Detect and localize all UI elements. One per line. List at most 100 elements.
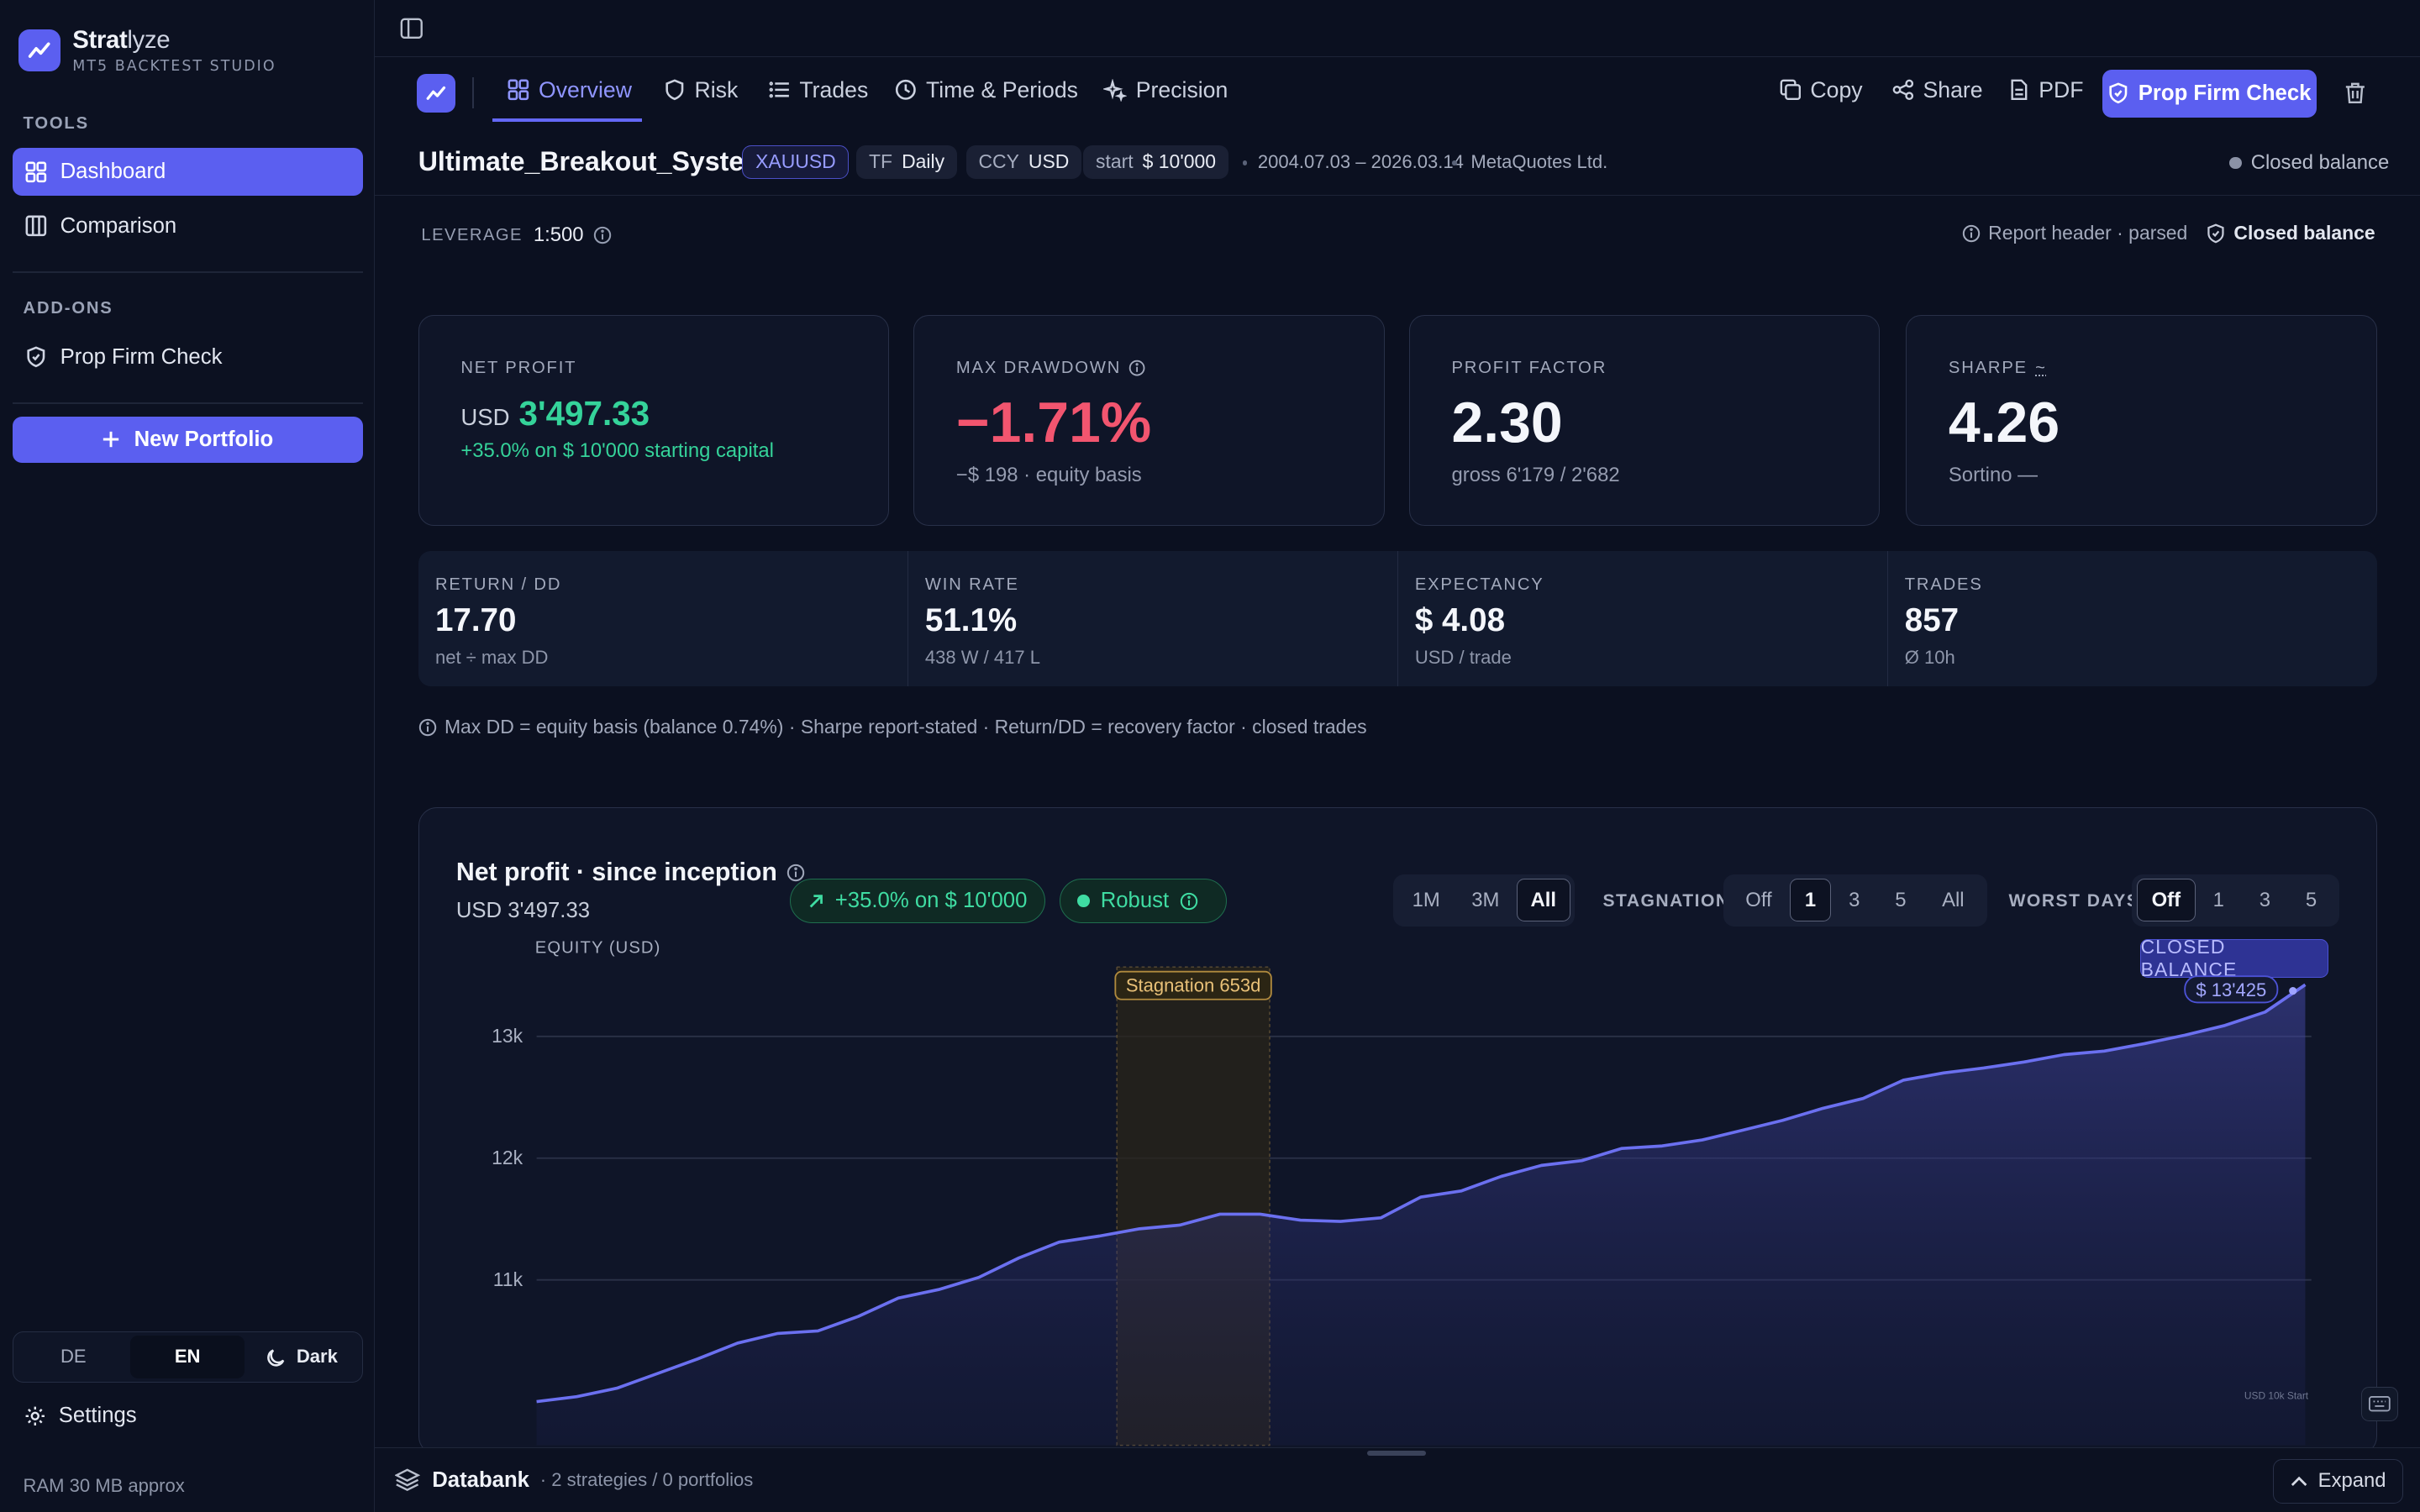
share-label: Share (1923, 76, 1983, 102)
profit-factor-value: 2.30 (1451, 390, 1563, 454)
chart-title: Net profit · since inception (456, 858, 805, 887)
worst-days-selector: Off 1 3 5 (2132, 874, 2339, 927)
stat-value: 17.70 (434, 602, 517, 639)
stat-value: 51.1% (924, 602, 1018, 639)
topbar (375, 0, 2420, 57)
currency-badge: CCY USD (965, 144, 1082, 180)
tab-label: Trades (799, 76, 869, 102)
tab-risk[interactable]: Risk (664, 77, 738, 103)
max-drawdown-value: −1.71% (955, 390, 1152, 454)
worst-1[interactable]: 1 (2212, 888, 2224, 911)
shield-check-icon (2109, 82, 2128, 104)
stagnation-1[interactable]: 1 (1789, 879, 1832, 922)
worst-off[interactable]: Off (2136, 879, 2196, 922)
divider (12, 402, 363, 405)
file-icon (2011, 80, 2028, 101)
end-value-text: $ 13'425 (2196, 979, 2266, 1000)
brand-subtitle: MT5 BACKTEST STUDIO (72, 57, 276, 75)
copy-label: Copy (1810, 76, 1863, 102)
sidebar-item-prop-firm-check[interactable]: Prop Firm Check (13, 333, 363, 381)
stat-sub: 438 W / 417 L (924, 647, 1041, 669)
copy-button[interactable]: Copy (1780, 77, 1863, 103)
symbol-badge: XAUUSD (742, 144, 850, 180)
layers-icon (395, 1468, 420, 1492)
stagnation-5[interactable]: 5 (1895, 888, 1907, 911)
footnote-text: Max DD = equity basis (balance 0.74%) · … (444, 716, 1367, 738)
sidebar: Stratlyze MT5 BACKTEST STUDIO TOOLS Dash… (0, 0, 376, 1512)
theme-toggle-button[interactable]: Dark (245, 1336, 359, 1378)
language-theme-switch: DE EN Dark (12, 1331, 363, 1383)
leverage-info: LEVERAGE 1:500 (421, 223, 611, 247)
status-dot (2229, 156, 2242, 170)
sidebar-item-comparison[interactable]: Comparison (13, 202, 363, 250)
moon-icon (266, 1347, 287, 1368)
prop-firm-check-button[interactable]: Prop Firm Check (2102, 69, 2317, 118)
resize-handle[interactable] (1367, 1451, 1427, 1456)
expand-button[interactable]: Expand (2273, 1458, 2403, 1504)
equity-chart: EQUITY (USD) 13k 12k 11k Stagnation 653d $… (492, 938, 2312, 1446)
tab-precision[interactable]: Precision (1103, 77, 1228, 103)
databank-header[interactable]: Databank · 2 strategies / 0 portfolios (395, 1468, 753, 1493)
worst-3[interactable]: 3 (2259, 888, 2271, 911)
y-tick-label: 11k (493, 1268, 523, 1290)
databank-title: Databank (432, 1467, 529, 1492)
new-portfolio-label: New Portfolio (134, 427, 274, 451)
pdf-button[interactable]: PDF (2009, 77, 2084, 103)
info-icon (1962, 224, 1981, 243)
lang-de-button[interactable]: DE (60, 1346, 87, 1368)
brand[interactable]: Stratlyze MT5 BACKTEST STUDIO (18, 26, 276, 75)
approx-mark: ~ (2035, 359, 2047, 378)
range-1m[interactable]: 1M (1412, 888, 1440, 911)
sidebar-toggle-icon[interactable] (400, 17, 424, 45)
profit-factor-card: PROFIT FACTOR 2.30 gross 6'179 / 2'682 (1408, 314, 1881, 527)
gear-icon (24, 1404, 47, 1428)
tab-overview[interactable]: Overview (508, 77, 632, 103)
range-selector: 1M 3M All (1392, 874, 1576, 927)
net-profit-value: USD 3'497.33 (460, 394, 650, 433)
badge-value: $ 10'000 (1142, 150, 1216, 173)
sharpe-card: SHARPE ~ 4.26 Sortino — (1906, 314, 2377, 527)
card-sub: Sortino — (1948, 463, 2038, 486)
card-label: NET PROFIT (460, 359, 577, 378)
tab-label: Overview (538, 76, 632, 102)
y-tick-label: 12k (492, 1147, 523, 1168)
active-tab-indicator (492, 118, 643, 123)
sidebar-item-dashboard[interactable]: Dashboard (12, 148, 363, 197)
stagnation-3[interactable]: 3 (1849, 888, 1860, 911)
stagnation-off[interactable]: Off (1745, 888, 1772, 911)
range-3m[interactable]: 3M (1471, 888, 1500, 911)
worst-5[interactable]: 5 (2305, 888, 2317, 911)
status-dot (1077, 895, 1090, 908)
new-portfolio-button[interactable]: New Portfolio (12, 416, 363, 463)
card-sub: gross 6'179 / 2'682 (1451, 463, 1620, 486)
stagnation-label: STAGNATION (1602, 890, 1730, 911)
worst-days-label: WORST DAYS (2008, 890, 2140, 911)
info-icon (1129, 360, 1145, 376)
tools-section-label: TOOLS (23, 113, 89, 133)
stat-label: WIN RATE (924, 575, 1019, 595)
grid-icon (24, 160, 48, 184)
tab-time-periods[interactable]: Time & Periods (895, 77, 1078, 103)
copy-icon (1780, 80, 1801, 101)
max-drawdown-card: MAX DRAWDOWN −1.71% −$ 198 · equity basi… (913, 314, 1385, 527)
range-all[interactable]: All (1516, 879, 1570, 922)
lang-en-button[interactable]: EN (130, 1335, 245, 1378)
gain-label: +35.0% on $ 10'000 (834, 889, 1028, 913)
stat-label: EXPECTANCY (1414, 575, 1544, 595)
currency-label: USD (460, 404, 510, 431)
shield-icon (666, 79, 684, 101)
stat-sub: Ø 10h (1904, 647, 1955, 669)
stagnation-all[interactable]: All (1942, 888, 1965, 911)
tab-trades[interactable]: Trades (769, 76, 869, 103)
share-button[interactable]: Share (1892, 77, 1983, 103)
info-icon (418, 718, 436, 736)
badge-key: start (1096, 150, 1134, 173)
settings-link[interactable]: Settings (24, 1404, 137, 1428)
stat-label: RETURN / DD (434, 575, 562, 595)
metrics-footnote: Max DD = equity basis (balance 0.74%) · … (418, 716, 1367, 738)
info-icon (593, 227, 611, 244)
y-axis-label: EQUITY (USD) (534, 938, 660, 957)
badge-key: CCY (978, 150, 1019, 173)
trash-icon[interactable] (2344, 81, 2366, 112)
keyboard-icon[interactable] (2361, 1387, 2399, 1421)
